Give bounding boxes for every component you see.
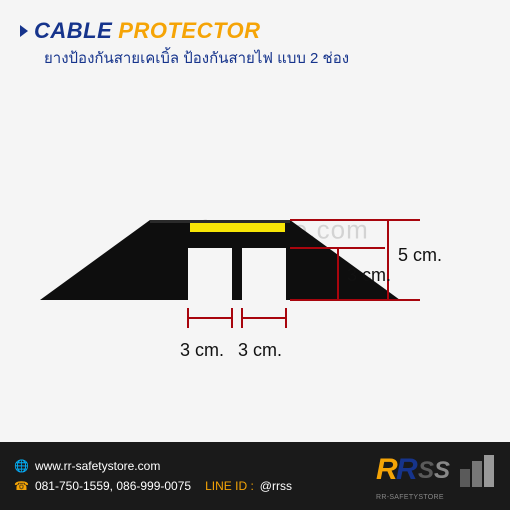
- arrow-right-icon: [20, 25, 28, 37]
- title-part2: PROTECTOR: [118, 18, 260, 44]
- footer: 🌐 www.rr-safetystore.com ☎ 081-750-1559,…: [0, 442, 510, 510]
- logo-buildings-icon: [460, 455, 496, 487]
- globe-icon: 🌐: [14, 457, 29, 476]
- logo-letter-r2: R: [396, 453, 418, 487]
- dim-channel-height: 3 cm.: [347, 265, 391, 286]
- diagram: 3 cm. 3 cm. 3 cm. 5 cm.: [0, 150, 510, 410]
- dim-total-height: 5 cm.: [398, 245, 442, 266]
- logo-letter-s1: S: [418, 457, 434, 485]
- cable-protector-cross-section: [40, 190, 470, 410]
- footer-website: www.rr-safetystore.com: [35, 457, 160, 476]
- logo-letter-s2: S: [434, 457, 450, 485]
- line-label: LINE ID :: [205, 477, 254, 496]
- title-line: CABLE PROTECTOR: [20, 18, 490, 44]
- title-part1: CABLE: [34, 18, 112, 44]
- footer-phones: 081-750-1559, 086-999-0075: [35, 477, 191, 496]
- dim-channel1-width: 3 cm.: [180, 340, 224, 361]
- dim-channel2-width: 3 cm.: [238, 340, 282, 361]
- logo-subtext: RR-SAFETYSTORE: [376, 494, 444, 501]
- brand-logo: R R S S RR-SAFETYSTORE: [376, 451, 496, 501]
- footer-contact: 🌐 www.rr-safetystore.com ☎ 081-750-1559,…: [14, 456, 376, 496]
- logo-letter-r1: R: [376, 453, 398, 487]
- subtitle: ยางป้องกันสายเคเบิ้ล ป้องกันสายไฟ แบบ 2 …: [44, 46, 490, 70]
- phone-icon: ☎: [14, 477, 29, 496]
- header: CABLE PROTECTOR ยางป้องกันสายเคเบิ้ล ป้อ…: [0, 0, 510, 80]
- line-id: @rrss: [260, 477, 292, 496]
